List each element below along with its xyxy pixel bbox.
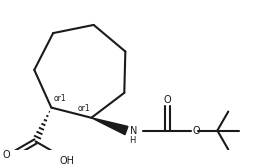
Text: N: N <box>129 125 137 136</box>
Text: O: O <box>164 95 172 105</box>
Text: OH: OH <box>59 156 74 166</box>
Text: O: O <box>2 150 10 161</box>
Text: or1: or1 <box>54 94 66 103</box>
Text: O: O <box>192 125 200 136</box>
Text: or1: or1 <box>77 104 90 113</box>
Text: H: H <box>129 136 136 145</box>
Polygon shape <box>91 118 128 135</box>
